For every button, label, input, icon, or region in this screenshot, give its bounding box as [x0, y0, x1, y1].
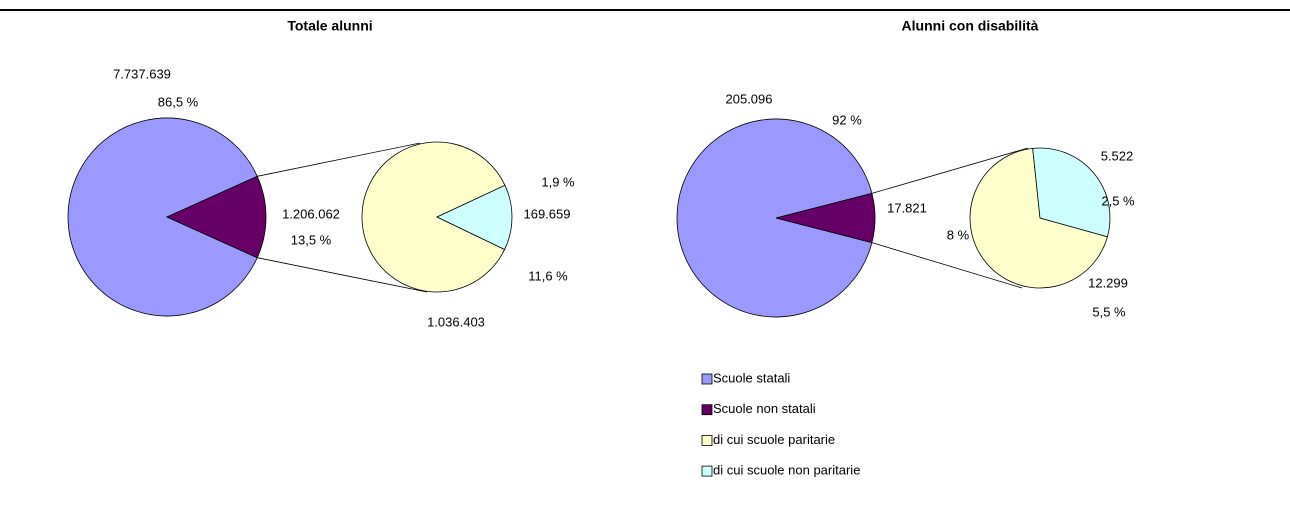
value-label: 7.737.639 [113, 66, 171, 81]
value-label: 17.821 [887, 200, 927, 215]
percent-label: 8 % [947, 227, 970, 242]
percent-label: 11,6 % [528, 268, 568, 283]
pie-slice [166, 175, 267, 259]
value-label: 1.206.062 [282, 206, 340, 221]
percent-label: 2,5 % [1101, 193, 1135, 208]
percent-label: 13,5 % [291, 232, 332, 247]
pie-slice [1032, 147, 1111, 238]
legend-swatch [701, 373, 713, 385]
legend-label: di cui scuole paritarie [713, 432, 835, 447]
value-label: 12.299 [1088, 275, 1128, 290]
chart-title: Alunni con disabilità [902, 18, 1039, 34]
pie-slice [67, 117, 258, 317]
pie-slice [361, 141, 506, 293]
legend-label: di cui scuole non paritarie [713, 463, 860, 478]
pie-slice [969, 147, 1108, 289]
legend-swatch [701, 404, 713, 416]
value-label: 205.096 [726, 91, 773, 106]
pie-slice [676, 118, 873, 318]
value-label: 1.036.403 [427, 314, 485, 329]
connector-line [257, 257, 428, 293]
pie-slice [436, 184, 513, 250]
legend-swatch [701, 434, 713, 446]
chart-title: Totale alunni [287, 18, 372, 34]
connector-line [871, 242, 1023, 289]
percent-label: 1,9 % [541, 174, 575, 189]
connector-line [871, 147, 1029, 194]
value-label: 169.659 [524, 206, 571, 221]
percent-label: 5,5 % [1092, 304, 1126, 319]
legend-swatch [701, 465, 713, 477]
percent-label: 86,5 % [158, 94, 199, 109]
pie-slice [775, 192, 876, 244]
value-label: 5.522 [1101, 148, 1134, 163]
percent-label: 92 % [832, 112, 862, 127]
legend-label: Scuole non statali [713, 401, 816, 416]
legend-label: Scuole statali [713, 370, 790, 385]
connector-line [257, 142, 421, 177]
